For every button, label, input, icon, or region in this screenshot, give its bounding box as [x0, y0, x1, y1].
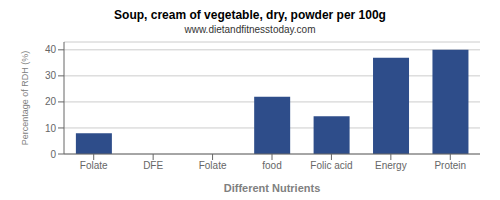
svg-text:Energy: Energy: [375, 160, 407, 171]
svg-text:Percentage of RDH (%): Percentage of RDH (%): [20, 51, 30, 146]
svg-text:Protein: Protein: [434, 160, 466, 171]
html-text:Soup, cream of vegetable, dry,: Soup, cream of vegetable, dry, powder pe…: [114, 8, 386, 22]
svg-text:30: 30: [45, 70, 57, 81]
svg-text:20: 20: [45, 96, 57, 107]
html-text:www.dietandfitnesstoday.com: www.dietandfitnesstoday.com: [184, 24, 316, 35]
svg-text:Folate: Folate: [80, 160, 108, 171]
svg-text:40: 40: [45, 44, 57, 55]
svg-text:DFE: DFE: [143, 160, 163, 171]
svg-text:10: 10: [45, 123, 57, 134]
svg-text:Folate: Folate: [199, 160, 227, 171]
svg-text:0: 0: [50, 149, 56, 160]
svg-text:Different Nutrients: Different Nutrients: [224, 182, 321, 192]
svg-text:Folic acid: Folic acid: [310, 160, 352, 171]
svg-text:food: food: [262, 160, 281, 171]
